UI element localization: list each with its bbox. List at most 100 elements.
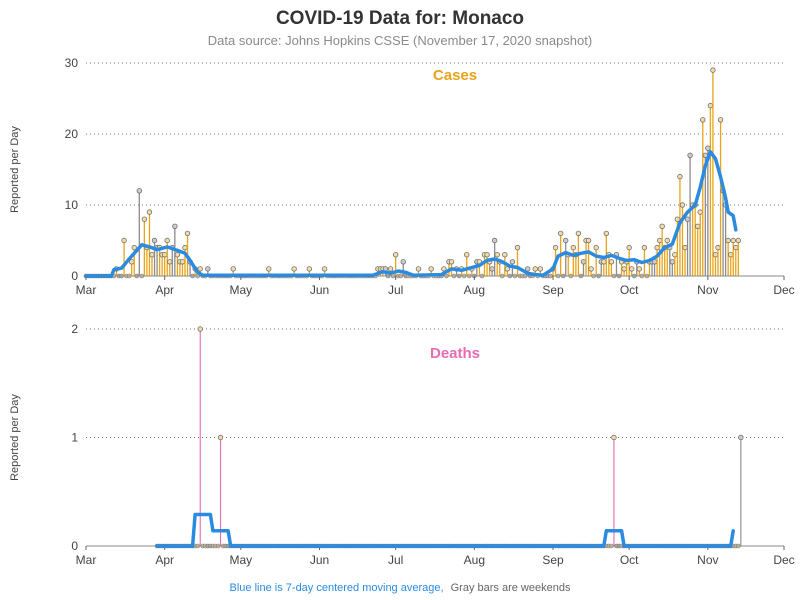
data-point [621,266,627,272]
data-point [291,266,297,272]
data-point [524,266,531,272]
data-point [266,266,272,272]
data-bar [199,329,201,546]
data-bar [430,268,432,276]
data-point [664,237,670,244]
data-bar [232,268,234,276]
data-bar [671,261,673,276]
data-bar [664,247,666,276]
x-tick-label: Jul [388,283,403,297]
data-bar [582,261,585,276]
data-bar [712,70,714,276]
data-bar [567,254,569,276]
data-bar [681,205,684,276]
data-point [580,259,587,265]
data-bar [608,254,610,276]
x-tick-label: Mar [76,553,97,567]
data-bar [486,254,488,276]
data-bar [148,212,151,276]
x-tick-label: Jun [310,553,329,567]
data-bar [466,254,468,276]
data-bar [732,240,734,276]
x-tick-label: Sep [542,553,564,567]
data-bar [603,261,605,276]
data-bar [123,240,125,276]
data-point [184,230,191,237]
data-point [677,173,683,180]
data-point [161,251,168,258]
data-bar [146,247,148,276]
data-point [705,145,711,151]
data-point [588,266,594,272]
footnote-weekends: Gray bars are weekends [451,582,571,594]
data-point [656,237,663,244]
y-tick-label: 0 [71,269,78,283]
data-bar [623,268,625,276]
x-tick-label: Dec [773,553,794,567]
data-point [697,209,703,215]
data-point [727,251,734,258]
panel-title: Cases [433,67,477,84]
y-tick-label: 2 [71,322,78,336]
data-point [179,259,186,265]
data-bar [717,247,719,276]
data-bar [575,254,577,276]
data-bar [511,261,514,276]
data-bar [402,261,404,276]
data-bar [684,247,686,276]
data-bar [572,247,574,276]
x-tick-label: Apr [155,283,174,297]
data-bar [455,268,458,276]
data-point [217,434,224,441]
data-point [735,237,742,244]
data-bar [461,268,463,276]
data-bar [638,268,640,276]
data-bar [131,261,133,276]
data-bar [613,437,615,546]
data-bar [689,155,691,276]
data-point [400,259,406,265]
data-point [695,223,701,229]
y-tick-label: 10 [65,198,79,212]
data-point [174,251,181,258]
cases-panel: 0 10 20 30 Reported per Day Cases Mar Apr May Jun… [9,56,795,297]
data-point [659,223,665,229]
data-bar [516,247,519,276]
data-point [131,244,137,251]
data-point [121,237,127,244]
data-bar [666,240,668,276]
data-bar [323,268,326,276]
data-point [682,244,688,251]
data-bar [719,119,722,276]
data-bar [293,268,295,276]
data-bar [151,254,153,276]
data-point [552,244,559,251]
data-point [514,244,521,251]
data-bar [709,105,712,276]
x-tick-label: Nov [697,553,718,567]
data-point [715,244,721,251]
data-bar [691,205,694,276]
data-bar [610,261,613,276]
data-bar [156,247,158,276]
data-bar [194,268,196,276]
data-bar [133,247,135,276]
data-bar [207,268,209,276]
data-bar [674,254,676,276]
data-bar [648,261,651,276]
data-bar [161,254,163,276]
data-bar [585,240,587,276]
data-point [205,266,211,272]
data-bar [651,261,653,276]
data-bar [590,268,592,276]
data-point [629,266,635,272]
data-point [491,237,498,244]
data-point [197,326,203,332]
data-bar [722,190,724,276]
data-bar [699,212,701,276]
data-bar [176,254,179,276]
data-point [197,266,203,272]
data-bar [166,240,168,276]
x-tick-label: May [229,283,252,297]
data-bar [727,240,729,276]
